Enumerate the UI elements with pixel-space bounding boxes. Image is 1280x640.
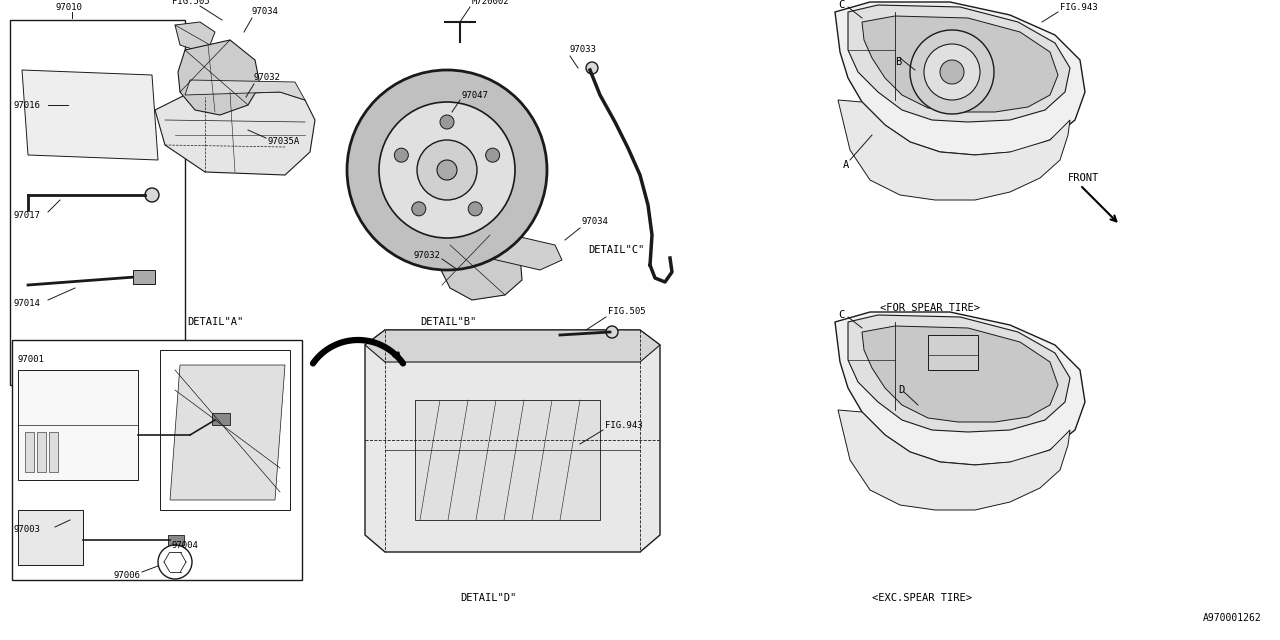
Circle shape: [417, 140, 477, 200]
Bar: [212, 413, 230, 425]
Text: 97032: 97032: [413, 250, 440, 259]
Text: DETAIL"A": DETAIL"A": [187, 317, 243, 327]
Text: FRONT: FRONT: [1068, 173, 1100, 183]
Circle shape: [412, 202, 426, 216]
Text: DETAIL"B": DETAIL"B": [420, 317, 476, 327]
Circle shape: [347, 70, 547, 270]
Polygon shape: [835, 2, 1085, 155]
Text: 97003: 97003: [14, 525, 41, 534]
Circle shape: [940, 60, 964, 84]
Text: 97010: 97010: [55, 3, 82, 13]
Bar: [49, 432, 58, 472]
Polygon shape: [849, 315, 1070, 432]
Text: C: C: [838, 0, 845, 10]
Circle shape: [394, 148, 408, 162]
Circle shape: [436, 160, 457, 180]
Text: B: B: [895, 57, 901, 67]
Text: A970001262: A970001262: [1203, 613, 1262, 623]
Text: 97014: 97014: [13, 298, 40, 307]
Text: DETAIL"C": DETAIL"C": [588, 245, 644, 255]
Circle shape: [586, 62, 598, 74]
Bar: [12, 340, 302, 580]
Text: 97032: 97032: [253, 74, 280, 83]
Polygon shape: [170, 365, 285, 500]
Circle shape: [145, 188, 159, 202]
Circle shape: [605, 326, 618, 338]
Polygon shape: [175, 22, 215, 50]
Polygon shape: [849, 5, 1070, 122]
Polygon shape: [365, 330, 660, 552]
Polygon shape: [448, 230, 562, 270]
Text: 97035A: 97035A: [268, 138, 301, 147]
Circle shape: [157, 545, 192, 579]
Bar: [415, 400, 600, 520]
Bar: [928, 335, 978, 370]
Polygon shape: [178, 40, 260, 115]
Text: FIG.943: FIG.943: [605, 420, 643, 429]
Text: <FOR SPEAR TIRE>: <FOR SPEAR TIRE>: [881, 303, 980, 313]
Text: 97016: 97016: [13, 100, 40, 109]
Circle shape: [910, 30, 995, 114]
Text: C: C: [838, 310, 845, 320]
Polygon shape: [861, 326, 1059, 422]
Bar: [18, 510, 83, 565]
Text: 97034: 97034: [252, 8, 279, 17]
Text: 97004: 97004: [172, 541, 198, 550]
Text: 97047: 97047: [462, 90, 489, 99]
Circle shape: [379, 102, 515, 238]
Text: FIG.505: FIG.505: [608, 307, 645, 317]
Circle shape: [468, 202, 483, 216]
Text: M720002: M720002: [472, 0, 509, 6]
Circle shape: [485, 148, 499, 162]
Bar: [10, 20, 186, 385]
Polygon shape: [861, 16, 1059, 112]
Polygon shape: [838, 100, 1070, 200]
Text: 97017: 97017: [13, 211, 40, 220]
Bar: [37, 432, 46, 472]
Text: 97006: 97006: [113, 570, 140, 579]
Text: FIG.505: FIG.505: [172, 0, 210, 6]
Text: 97034: 97034: [582, 218, 609, 227]
Bar: [133, 270, 155, 284]
Bar: [18, 370, 138, 480]
Text: DETAIL"D": DETAIL"D": [460, 593, 516, 603]
Text: D: D: [899, 385, 904, 395]
Polygon shape: [838, 410, 1070, 510]
Polygon shape: [440, 235, 522, 300]
Bar: [168, 535, 184, 545]
Text: A: A: [844, 160, 849, 170]
Polygon shape: [186, 80, 305, 100]
Text: <EXC.SPEAR TIRE>: <EXC.SPEAR TIRE>: [872, 593, 972, 603]
Bar: [160, 350, 291, 510]
Polygon shape: [155, 92, 315, 175]
Circle shape: [924, 44, 980, 100]
Polygon shape: [365, 330, 660, 362]
Polygon shape: [835, 312, 1085, 465]
Text: FIG.943: FIG.943: [1060, 3, 1098, 12]
Polygon shape: [22, 70, 157, 160]
Circle shape: [440, 115, 454, 129]
Text: 97001: 97001: [18, 355, 45, 365]
Bar: [26, 432, 35, 472]
Text: 97033: 97033: [570, 45, 596, 54]
